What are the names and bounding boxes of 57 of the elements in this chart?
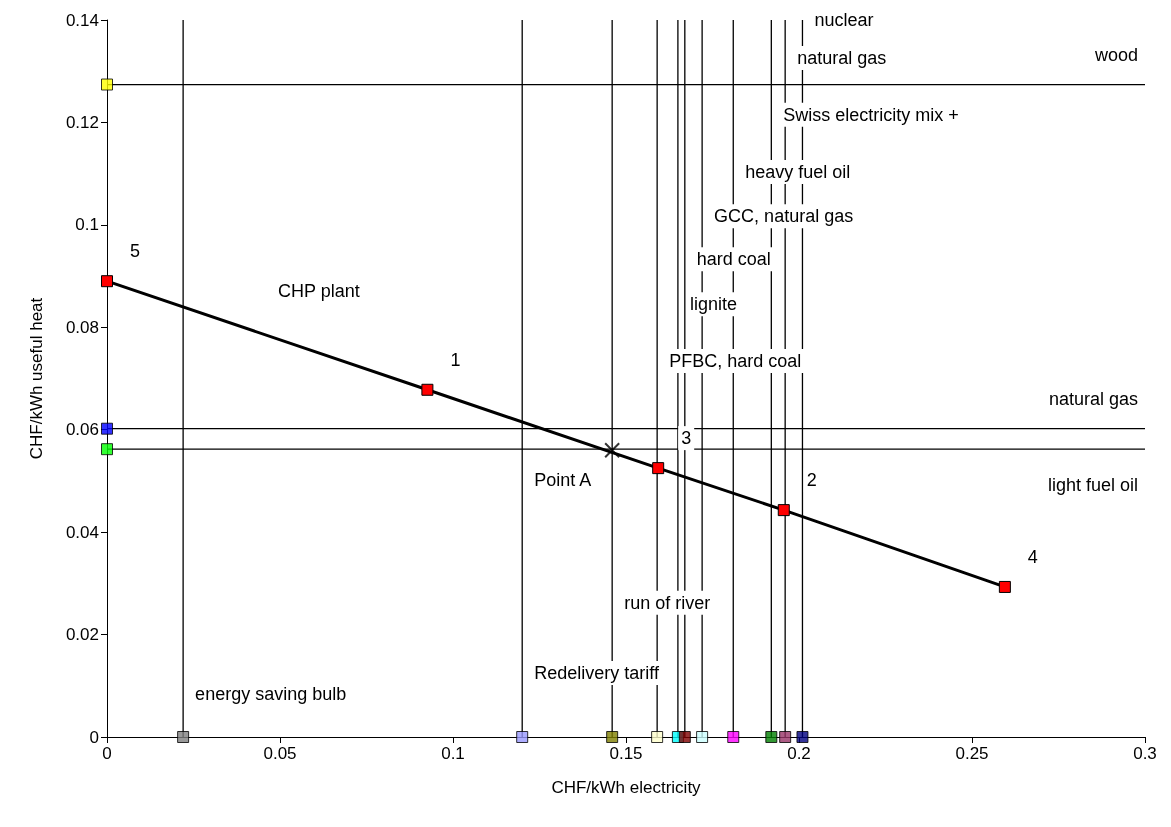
- point: [101, 275, 113, 288]
- y-tick-label: 0.04: [65, 522, 99, 542]
- point: [652, 462, 665, 475]
- point: [101, 422, 113, 435]
- annotation: PFBC, hard coal: [669, 351, 802, 372]
- annotation: lignite: [689, 294, 737, 315]
- point: [779, 731, 792, 743]
- point: [696, 731, 709, 743]
- point: [101, 443, 113, 456]
- annotation: 1: [450, 349, 461, 370]
- y-tick-label: 0.14: [65, 10, 99, 30]
- x-tick-label: 0.1: [441, 744, 465, 763]
- point: [765, 731, 778, 743]
- annotation: CHP plant: [278, 281, 360, 302]
- annotation: Point A: [534, 469, 592, 490]
- y-axis-title: CHF/kWh useful heat: [27, 297, 46, 460]
- point: [678, 731, 691, 743]
- x-tick-label: 0.2: [787, 744, 811, 763]
- x-tick-label: 0.3: [1133, 744, 1157, 763]
- annotation: 5: [130, 241, 141, 262]
- x-tick-label: 0.25: [955, 744, 989, 763]
- y-tick-label: 0.1: [75, 215, 99, 235]
- annotation: 2: [806, 470, 817, 491]
- point: [101, 78, 113, 91]
- annotation: natural gas: [1048, 388, 1138, 409]
- annotation: 4: [1027, 546, 1038, 567]
- x-tick-label: 0.15: [609, 744, 643, 763]
- x-tick-label: 0.05: [263, 744, 297, 763]
- x-axis-title: CHF/kWh electricity: [551, 778, 702, 797]
- annotation: energy saving bulb: [195, 683, 347, 704]
- point: [796, 731, 809, 743]
- annotation: Swiss electricity mix +: [783, 104, 959, 125]
- annotation: nuclear: [814, 10, 874, 30]
- point: [421, 383, 434, 396]
- point: [516, 731, 529, 743]
- point: [727, 731, 740, 743]
- annotation: hard coal: [696, 249, 771, 270]
- annotation: natural gas: [797, 47, 887, 68]
- annotation: heavy fuel oil: [745, 162, 851, 183]
- point: [606, 731, 619, 743]
- point: [651, 731, 664, 743]
- point: [177, 731, 190, 743]
- y-tick-label: 0.12: [65, 112, 99, 132]
- annotation: GCC, natural gas: [714, 206, 854, 227]
- annotation: wood: [1093, 44, 1138, 65]
- x-tick-label: 0: [102, 744, 112, 763]
- point: [604, 442, 621, 459]
- annotation: run of river: [624, 592, 711, 613]
- point: [777, 504, 790, 517]
- point: [998, 580, 1011, 593]
- y-tick-label: 0.08: [65, 317, 99, 337]
- y-tick-label: 0: [89, 727, 99, 747]
- annotation: 3: [681, 428, 692, 449]
- annotation: Redelivery tariff: [534, 662, 660, 683]
- y-tick-label: 0.02: [65, 625, 99, 645]
- y-tick-label: 0.06: [65, 420, 99, 440]
- annotation: light fuel oil: [1047, 475, 1138, 496]
